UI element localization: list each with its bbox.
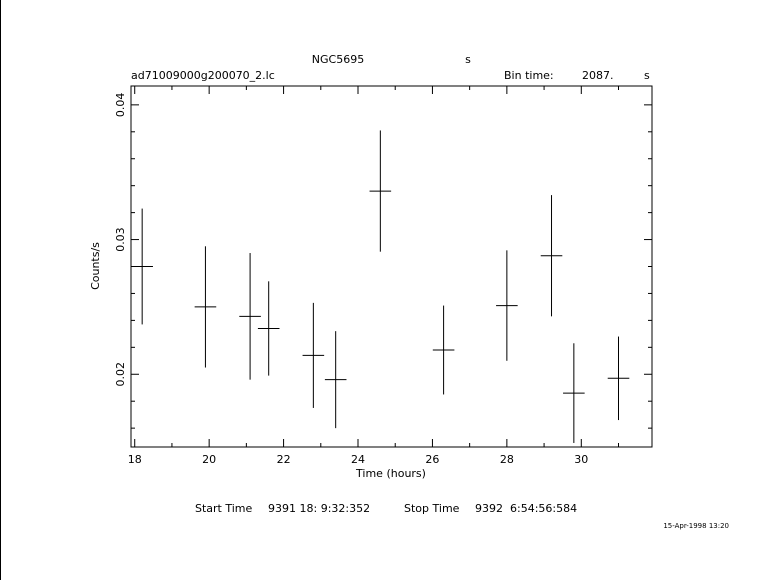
window-left-border xyxy=(0,0,1,580)
y-tick-label: 0.02 xyxy=(114,362,127,387)
y-tick-label: 0.04 xyxy=(114,93,127,118)
x-tick-label: 18 xyxy=(128,453,142,466)
start-time-label: Start Time xyxy=(195,502,253,515)
data-point xyxy=(239,253,261,380)
title-unit: s xyxy=(465,53,471,66)
data-point xyxy=(324,331,347,429)
data-point xyxy=(540,195,563,317)
chart-title: NGC5695 xyxy=(312,53,364,66)
bin-time-label: Bin time: xyxy=(504,69,554,82)
x-tick-label: 20 xyxy=(202,453,216,466)
bin-time-value: 2087. xyxy=(582,69,614,82)
data-point xyxy=(369,130,392,252)
filename-label: ad71009000g200070_2.lc xyxy=(131,69,275,82)
start-time-value: 9391 18: 9:32:352 xyxy=(268,502,370,515)
axis-ticks: 18 20 22 24 26 28 30 0.02 0.03 0.04 xyxy=(114,86,652,466)
x-tick-label: 30 xyxy=(574,453,588,466)
data-points xyxy=(131,130,630,443)
data-point xyxy=(432,305,455,395)
data-point xyxy=(496,250,518,361)
stop-time-value: 9392 6:54:56:584 xyxy=(475,502,577,515)
data-point xyxy=(607,336,630,421)
bin-time-unit: s xyxy=(644,69,650,82)
data-point xyxy=(131,208,153,325)
data-point xyxy=(194,246,217,368)
data-point xyxy=(257,281,280,376)
timestamp: 15-Apr-1998 13:20 xyxy=(663,522,729,530)
stop-time-label: Stop Time xyxy=(404,502,460,515)
x-axis-label: Time (hours) xyxy=(355,467,426,480)
x-tick-label: 28 xyxy=(500,453,514,466)
x-tick-label: 26 xyxy=(425,453,439,466)
y-tick-label: 0.03 xyxy=(114,227,127,252)
x-tick-label: 22 xyxy=(277,453,291,466)
x-tick-label: 24 xyxy=(351,453,365,466)
data-point xyxy=(302,302,325,408)
y-axis-label: Counts/s xyxy=(89,242,102,290)
data-point xyxy=(563,343,585,443)
